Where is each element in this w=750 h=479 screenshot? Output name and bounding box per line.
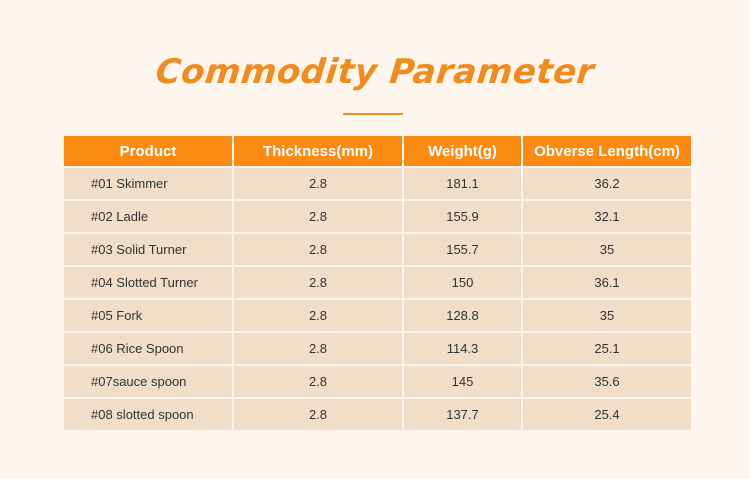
cell-thickness: 2.8 — [234, 333, 402, 364]
cell-product: #03 Solid Turner — [64, 234, 232, 265]
table-row: #08 slotted spoon 2.8 137.7 25.4 — [64, 399, 691, 430]
cell-length: 25.4 — [523, 399, 691, 430]
table-row: #07sauce spoon 2.8 145 35.6 — [64, 366, 691, 397]
cell-thickness: 2.8 — [234, 300, 402, 331]
column-header-length: Obverse Length(cm) — [523, 136, 691, 166]
title-underline — [343, 113, 403, 115]
cell-weight: 137.7 — [404, 399, 521, 430]
table-row: #04 Slotted Turner 2.8 150 36.1 — [64, 267, 691, 298]
cell-thickness: 2.8 — [234, 366, 402, 397]
cell-length: 36.2 — [523, 168, 691, 199]
cell-length: 35 — [523, 234, 691, 265]
cell-product: #07sauce spoon — [64, 366, 232, 397]
column-header-weight: Weight(g) — [404, 136, 521, 166]
cell-weight: 155.9 — [404, 201, 521, 232]
cell-product: #05 Fork — [64, 300, 232, 331]
cell-weight: 114.3 — [404, 333, 521, 364]
parameter-table: Product Thickness(mm) Weight(g) Obverse … — [62, 134, 693, 432]
cell-weight: 150 — [404, 267, 521, 298]
cell-weight: 128.8 — [404, 300, 521, 331]
cell-thickness: 2.8 — [234, 234, 402, 265]
cell-product: #08 slotted spoon — [64, 399, 232, 430]
cell-product: #01 Skimmer — [64, 168, 232, 199]
cell-length: 32.1 — [523, 201, 691, 232]
cell-weight: 181.1 — [404, 168, 521, 199]
table-row: #02 Ladle 2.8 155.9 32.1 — [64, 201, 691, 232]
cell-product: #04 Slotted Turner — [64, 267, 232, 298]
cell-weight: 145 — [404, 366, 521, 397]
cell-length: 25.1 — [523, 333, 691, 364]
column-header-product: Product — [64, 136, 232, 166]
table-row: #05 Fork 2.8 128.8 35 — [64, 300, 691, 331]
cell-length: 35.6 — [523, 366, 691, 397]
page-title: Commodity Parameter — [153, 52, 597, 92]
cell-thickness: 2.8 — [234, 399, 402, 430]
cell-thickness: 2.8 — [234, 201, 402, 232]
cell-product: #06 Rice Spoon — [64, 333, 232, 364]
column-header-thickness: Thickness(mm) — [234, 136, 402, 166]
cell-weight: 155.7 — [404, 234, 521, 265]
cell-thickness: 2.8 — [234, 168, 402, 199]
table-row: #01 Skimmer 2.8 181.1 36.2 — [64, 168, 691, 199]
table-row: #03 Solid Turner 2.8 155.7 35 — [64, 234, 691, 265]
cell-length: 35 — [523, 300, 691, 331]
cell-thickness: 2.8 — [234, 267, 402, 298]
cell-product: #02 Ladle — [64, 201, 232, 232]
table-header-row: Product Thickness(mm) Weight(g) Obverse … — [64, 136, 691, 166]
cell-length: 36.1 — [523, 267, 691, 298]
table-row: #06 Rice Spoon 2.8 114.3 25.1 — [64, 333, 691, 364]
